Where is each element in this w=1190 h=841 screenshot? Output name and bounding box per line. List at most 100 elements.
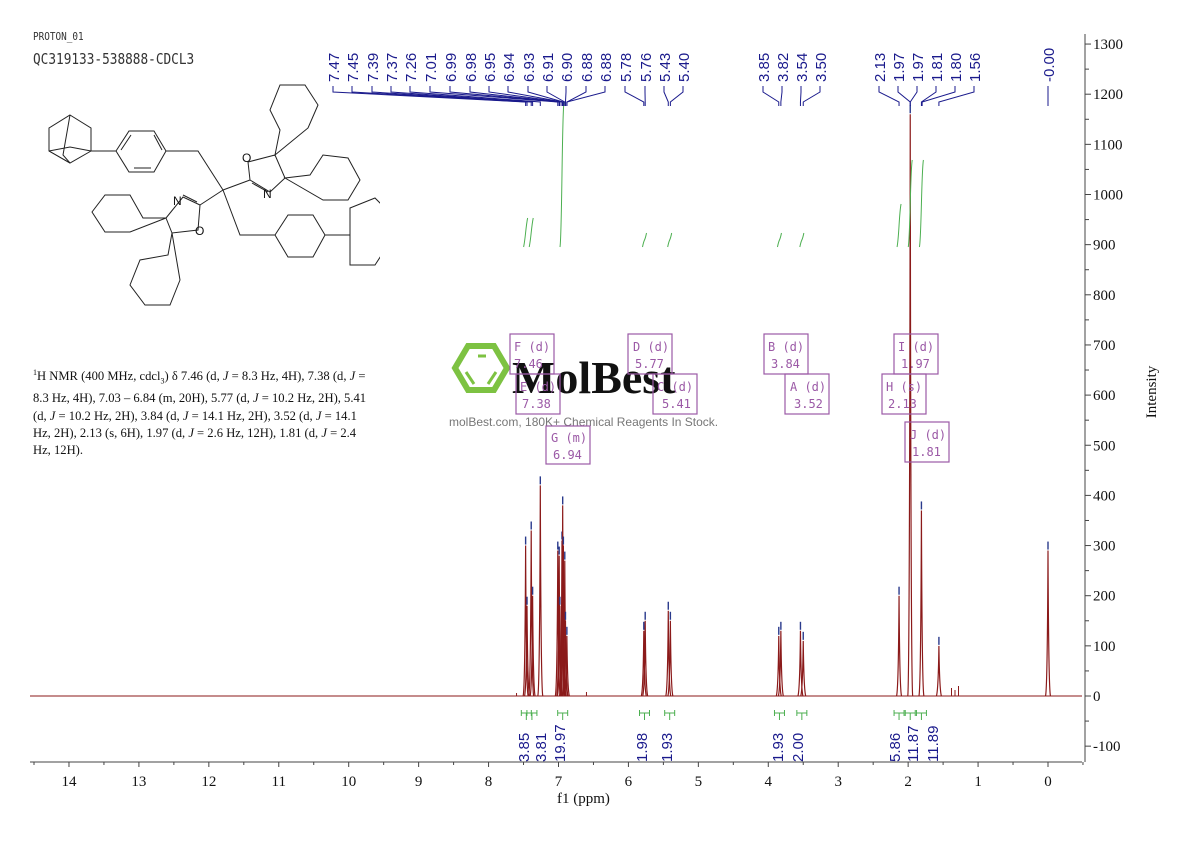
multiplet-D: D (d) 5.77 (627, 333, 673, 375)
peak-label: 6.88 (579, 53, 596, 82)
peak-label: 6.95 (482, 53, 499, 82)
integral-value: 1.93 (659, 733, 676, 762)
svg-text:A (d): A (d) (790, 380, 826, 394)
y-tick-label: 600 (1093, 388, 1116, 404)
svg-text:1.97: 1.97 (901, 357, 930, 371)
x-tick-label: 11 (272, 774, 286, 790)
peak-label: 6.90 (559, 53, 576, 82)
peak-label: 3.50 (813, 53, 830, 82)
peak-label: 6.88 (598, 53, 615, 82)
svg-text:G (m): G (m) (551, 431, 587, 445)
svg-text:2.13: 2.13 (888, 397, 917, 411)
peak-label: 6.94 (501, 53, 518, 82)
integral-value: 3.81 (533, 733, 550, 762)
chemical-structure: O N N O (48, 84, 380, 306)
nmr-description: 1H NMR (400 MHz, cdcl3) δ 7.46 (d, J = 8… (33, 368, 367, 458)
peak-label: 1.81 (929, 53, 946, 82)
peak-labels: 7.47 7.45 7.39 7.37 7.26 7.01 6.99 6.98 6.95 6.94… (326, 48, 1058, 106)
x-tick-label: 8 (485, 774, 493, 790)
atom-nitrogen: N (263, 187, 272, 201)
x-tick-label: 5 (695, 774, 703, 790)
y-tick-label: -100 (1093, 739, 1121, 755)
peak-label: 5.40 (676, 53, 693, 82)
svg-text:3.52: 3.52 (794, 397, 823, 411)
x-tick-label: 13 (131, 774, 146, 790)
y-tick-label: 500 (1093, 438, 1116, 454)
peak-label: -0.00 (1041, 48, 1058, 82)
svg-text:7.46: 7.46 (514, 357, 543, 371)
svg-text:F (d): F (d) (514, 340, 550, 354)
peak-label: 1.80 (948, 53, 965, 82)
peak-label: 1.97 (891, 53, 908, 82)
svg-text:5.41: 5.41 (662, 397, 691, 411)
watermark-brand: MolBest (512, 352, 676, 403)
y-tick-label: 700 (1093, 338, 1116, 354)
svg-text:5.77: 5.77 (635, 357, 664, 371)
y-tick-label: 100 (1093, 639, 1116, 655)
multiplet-G: G (m) 6.94 (545, 425, 591, 465)
integral-value: 1.98 (634, 733, 651, 762)
x-tick-label: 0 (1044, 774, 1052, 790)
integral-value: 11.87 (905, 726, 922, 762)
svg-text:7.38: 7.38 (522, 397, 551, 411)
peak-label: 3.54 (794, 53, 811, 82)
svg-text:3.84: 3.84 (771, 357, 800, 371)
integral-value: 2.00 (790, 733, 807, 762)
peak-label: 3.85 (756, 53, 773, 82)
integral-value: 3.85 (516, 733, 533, 762)
svg-text:1.81: 1.81 (912, 445, 941, 459)
x-tick-label: 3 (834, 774, 842, 790)
svg-text:B (d): B (d) (768, 340, 804, 354)
integral-value: 19.97 (552, 724, 569, 762)
peak-label: 6.93 (521, 53, 538, 82)
peak-label: 1.56 (967, 53, 984, 82)
x-tick-label: 2 (904, 774, 912, 790)
peak-label: 7.39 (365, 53, 382, 82)
x-tick-label: 7 (555, 774, 563, 790)
y-axis-label: Intensity (1144, 365, 1160, 418)
atom-oxygen: O (242, 151, 251, 165)
y-tick-label: 0 (1093, 689, 1101, 705)
peak-label: 5.76 (638, 53, 655, 82)
x-tick-label: 10 (341, 774, 356, 790)
integral-labels: 3.85 3.81 19.97 1.98 1.93 1.93 2.00 5.86 11.87 11… (516, 710, 942, 762)
peak-label: 7.47 (326, 53, 343, 82)
y-tick-label: 900 (1093, 238, 1116, 254)
peak-label: 6.99 (443, 53, 460, 82)
x-tick-label: 1 (974, 774, 982, 790)
logo-hexagon-icon (451, 343, 511, 393)
sample-id: QC319133-538888-CDCL3 (33, 50, 195, 68)
logo-bond-icon (464, 354, 498, 385)
peak-label: 3.82 (775, 53, 792, 82)
experiment-label: PROTON_01 (33, 30, 84, 43)
peak-label: 7.45 (345, 53, 362, 82)
multiplet-E: E (d) 7.38 (515, 373, 561, 415)
atom-oxygen: O (195, 224, 204, 238)
y-tick-label: 1000 (1093, 188, 1123, 204)
y-tick-label: 300 (1093, 539, 1116, 555)
multiplet-C: C (d) 5.41 (652, 373, 698, 415)
x-tick-label: 14 (61, 774, 77, 790)
integral-value: 5.86 (887, 733, 904, 762)
peak-label: 2.13 (872, 53, 889, 82)
y-tick-label: 1100 (1093, 137, 1122, 153)
peak-label: 5.43 (657, 53, 674, 82)
multiplet-H: H (s) 2.13 (881, 373, 927, 415)
watermark-tagline: molBest.com, 180K+ Chemical Reagents In … (449, 415, 718, 429)
peak-label: 7.37 (384, 53, 401, 82)
y-tick-label: 200 (1093, 589, 1116, 605)
svg-text:E (d): E (d) (520, 380, 556, 394)
peak-label: 7.01 (423, 53, 440, 82)
y-tick-label: 1200 (1093, 87, 1123, 103)
multiplet-F: F (d) 7.46 (509, 333, 555, 375)
svg-text:I (d): I (d) (898, 340, 934, 354)
atom-nitrogen: N (173, 194, 182, 208)
multiplet-A: A (d) 3.52 (784, 373, 830, 415)
integral-value: 1.93 (770, 733, 787, 762)
integral-value: 11.89 (925, 726, 942, 762)
svg-text:D (d): D (d) (633, 340, 669, 354)
peak-label: 6.91 (540, 53, 557, 82)
peak-label: 1.97 (910, 53, 927, 82)
spectrum-trace (516, 105, 1052, 697)
